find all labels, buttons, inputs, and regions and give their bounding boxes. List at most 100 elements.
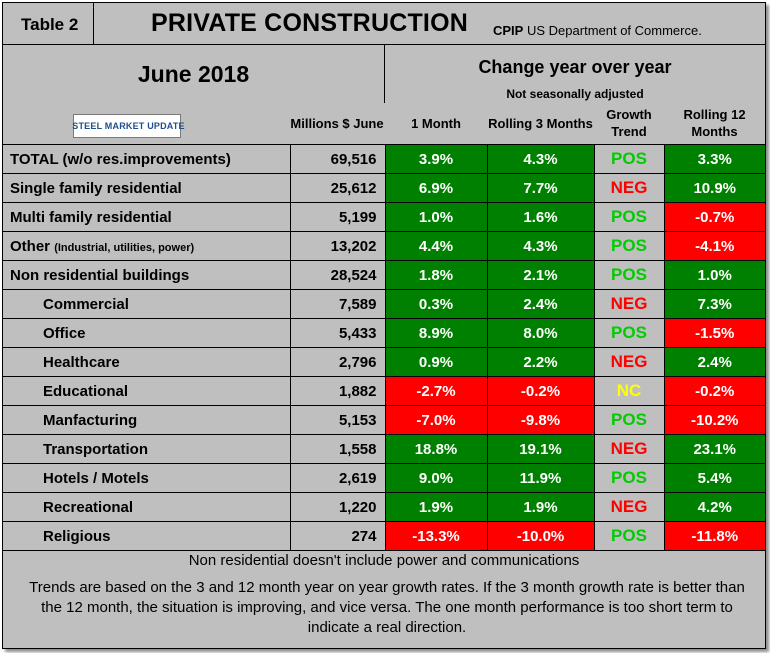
one-month-cell: 9.0%: [384, 463, 488, 493]
row-label: Commercial: [3, 289, 291, 319]
millions-cell: 1,220: [289, 492, 386, 522]
construction-table: TOTAL (w/o res.improvements) 69,516 3.9% 4.…: [3, 144, 765, 551]
growth-trend-cell: POS: [593, 405, 665, 435]
row-label-text: Single family residential: [10, 179, 182, 197]
source-label: US Department of Commerce.: [527, 23, 702, 38]
rolling-12-cell: -0.2%: [663, 376, 765, 406]
table-row: Multi family residential 5,199 1.0% 1.6% POS…: [3, 202, 765, 232]
millions-cell: 2,619: [289, 463, 386, 493]
title-divider: [93, 3, 94, 44]
table-row: Recreational 1,220 1.9% 1.9% NEG 4.2%: [3, 492, 765, 522]
row-label-text: Healthcare: [43, 353, 120, 371]
row-label: Office: [3, 318, 291, 348]
table-row: Other (Industrial, utilities, power) 13,2…: [3, 231, 765, 261]
one-month-cell: 1.9%: [384, 492, 488, 522]
row-label: Healthcare: [3, 347, 291, 377]
table-row: Educational 1,882 -2.7% -0.2% NC -0.2%: [3, 376, 765, 406]
table-row: Hotels / Motels 2,619 9.0% 11.9% POS 5.4%: [3, 463, 765, 493]
one-month-cell: -7.0%: [384, 405, 488, 435]
growth-trend-cell: POS: [593, 318, 665, 348]
one-month-cell: 4.4%: [384, 231, 488, 261]
growth-trend-cell: NEG: [593, 289, 665, 319]
one-month-cell: 1.0%: [384, 202, 488, 232]
rolling-3-cell: 2.1%: [486, 260, 595, 290]
rolling-3-cell: 1.9%: [486, 492, 595, 522]
row-label-text: Hotels / Motels: [43, 469, 149, 487]
row-label-text: Office: [43, 324, 86, 342]
growth-trend-cell: POS: [593, 144, 665, 174]
table-row: Healthcare 2,796 0.9% 2.2% NEG 2.4%: [3, 347, 765, 377]
millions-cell: 1,882: [289, 376, 386, 406]
growth-trend-cell: NEG: [593, 492, 665, 522]
row-label-text: Multi family residential: [10, 208, 172, 226]
header-divider: [384, 44, 385, 103]
rolling-12-cell: -10.2%: [663, 405, 765, 435]
millions-cell: 2,796: [289, 347, 386, 377]
row-label-note: (Industrial, utilities, power): [54, 241, 195, 254]
change-header: Change year over year: [478, 57, 672, 77]
period-title: June 2018: [137, 61, 250, 87]
rolling-3-cell: 1.6%: [486, 202, 595, 232]
row-label: Single family residential: [3, 173, 291, 203]
one-month-cell: 6.9%: [384, 173, 488, 203]
row-label: Educational: [3, 376, 291, 406]
rolling-12-cell: 23.1%: [663, 434, 765, 464]
one-month-cell: 18.8%: [384, 434, 488, 464]
seasonal-note: Not seasonally adjusted: [506, 87, 644, 101]
row-label-text: Educational: [43, 382, 129, 400]
row-label: Other (Industrial, utilities, power): [3, 231, 291, 261]
one-month-cell: 8.9%: [384, 318, 488, 348]
row-label-text: Commercial: [43, 295, 129, 313]
rolling-3-cell: 4.3%: [486, 144, 595, 174]
table-row: Manfacturing 5,153 -7.0% -9.8% POS -10.2%: [3, 405, 765, 435]
millions-cell: 5,433: [289, 318, 386, 348]
rolling-12-cell: 10.9%: [663, 173, 765, 203]
table-row: Transportation 1,558 18.8% 19.1% NEG 23.1%: [3, 434, 765, 464]
row-label: Religious: [3, 521, 291, 551]
one-month-cell: 0.3%: [384, 289, 488, 319]
millions-cell: 28,524: [289, 260, 386, 290]
column-header-1-month: 1 Month: [411, 115, 461, 131]
rolling-12-cell: 2.4%: [663, 347, 765, 377]
table-row: Religious 274 -13.3% -10.0% POS -11.8%: [3, 521, 765, 551]
rolling-3-cell: 2.2%: [486, 347, 595, 377]
millions-cell: 5,153: [289, 405, 386, 435]
row-label: TOTAL (w/o res.improvements): [3, 144, 291, 174]
one-month-cell: 3.9%: [384, 144, 488, 174]
row-label: Transportation: [3, 434, 291, 464]
rolling-3-cell: 2.4%: [486, 289, 595, 319]
row-label: Multi family residential: [3, 202, 291, 232]
millions-cell: 1,558: [289, 434, 386, 464]
logo-text: STEEL MARKET UPDATE: [72, 121, 185, 131]
growth-trend-cell: POS: [593, 521, 665, 551]
millions-cell: 7,589: [289, 289, 386, 319]
column-header-millions: Millions $ June: [290, 115, 384, 131]
rolling-3-cell: 7.7%: [486, 173, 595, 203]
table-row: Commercial 7,589 0.3% 2.4% NEG 7.3%: [3, 289, 765, 319]
rolling-3-cell: 19.1%: [486, 434, 595, 464]
growth-trend-cell: POS: [593, 231, 665, 261]
millions-cell: 69,516: [289, 144, 386, 174]
rolling-3-cell: -10.0%: [486, 521, 595, 551]
main-title: PRIVATE CONSTRUCTION: [151, 9, 468, 37]
millions-cell: 13,202: [289, 231, 386, 261]
row-label-text: Manfacturing: [43, 411, 138, 429]
table-row: Single family residential 25,612 6.9% 7.7% N…: [3, 173, 765, 203]
millions-cell: 5,199: [289, 202, 386, 232]
row-label-text: Other: [10, 237, 51, 255]
one-month-cell: 1.8%: [384, 260, 488, 290]
title-bar: Table 2 PRIVATE CONSTRUCTION CPIP US Dep…: [3, 3, 765, 45]
row-label: Hotels / Motels: [3, 463, 291, 493]
explanation-text: Trends are based on the 3 and 12 month y…: [29, 579, 745, 636]
logo: STEEL MARKET UPDATE: [72, 114, 185, 138]
table-row: TOTAL (w/o res.improvements) 69,516 3.9% 4.…: [3, 144, 765, 174]
column-header-rolling-12: Rolling 12 Months: [683, 107, 746, 139]
one-month-cell: -2.7%: [384, 376, 488, 406]
rolling-12-cell: -1.5%: [663, 318, 765, 348]
one-month-cell: -13.3%: [384, 521, 488, 551]
row-label-text: Transportation: [43, 440, 149, 458]
growth-trend-cell: NC: [593, 376, 665, 406]
table-row: Office 5,433 8.9% 8.0% POS -1.5%: [3, 318, 765, 348]
rolling-12-cell: 5.4%: [663, 463, 765, 493]
